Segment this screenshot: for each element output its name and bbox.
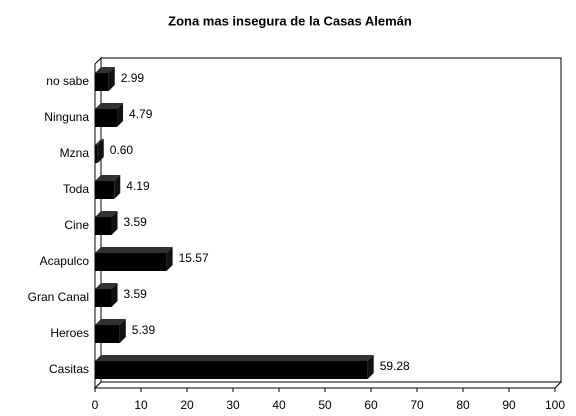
value-label: 59.28 [380,359,410,373]
back-wall [100,57,562,383]
value-label: 3.59 [124,215,148,229]
bar [95,73,109,91]
x-tick-label: 80 [456,398,470,412]
value-label: 4.19 [126,179,150,193]
bar-side [117,103,124,127]
bar-top [95,247,173,253]
x-tick-label: 50 [318,398,332,412]
bar-top [95,103,124,109]
value-label: 2.99 [121,71,145,85]
bar-side [111,283,118,307]
value-label: 4.79 [129,107,153,121]
bar-side [119,319,126,343]
y-tick-label: Ninguna [44,110,89,124]
bar-top [95,67,115,73]
value-label: 3.59 [124,287,148,301]
value-label: 15.57 [179,251,209,265]
bar-top [95,283,118,289]
value-label: 5.39 [132,323,156,337]
x-tick-label: 0 [92,398,99,412]
x-tick-label: 100 [545,398,565,412]
bar-side [367,355,374,379]
bar-side [114,175,121,199]
bar [95,109,118,127]
y-tick-label: no sabe [46,74,89,88]
x-tick-label: 30 [226,398,240,412]
y-tick-label: Casitas [49,362,89,376]
y-tick-label: Gran Canal [28,290,89,304]
value-label: 0.60 [110,143,134,157]
bar-top [95,319,126,325]
bar-top [95,211,118,217]
bar-side [111,211,118,235]
bar-top [95,355,374,361]
x-tick-label: 90 [502,398,516,412]
bar [95,217,112,235]
bar-top [95,175,121,181]
bar-side [166,247,173,271]
x-tick-label: 40 [272,398,286,412]
y-tick-label: Heroes [50,326,89,340]
bar [95,253,167,271]
bar [95,181,115,199]
x-tick-label: 70 [410,398,424,412]
bar-side [108,67,115,91]
x-tick-label: 20 [180,398,194,412]
floor [93,381,563,389]
y-tick-label: Cine [64,218,89,232]
x-tick-label: 60 [364,398,378,412]
bar-top [95,139,104,145]
bar [95,325,120,343]
bar [95,361,368,379]
y-tick-label: Toda [63,182,89,196]
y-tick-label: Mzna [60,146,90,160]
y-tick-label: Acapulco [40,254,90,268]
bar-side [97,139,104,163]
chart-title: Zona mas insegura de la Casas Alemán [168,13,412,28]
bar [95,289,112,307]
bar [95,145,98,163]
x-tick-label: 10 [134,398,148,412]
